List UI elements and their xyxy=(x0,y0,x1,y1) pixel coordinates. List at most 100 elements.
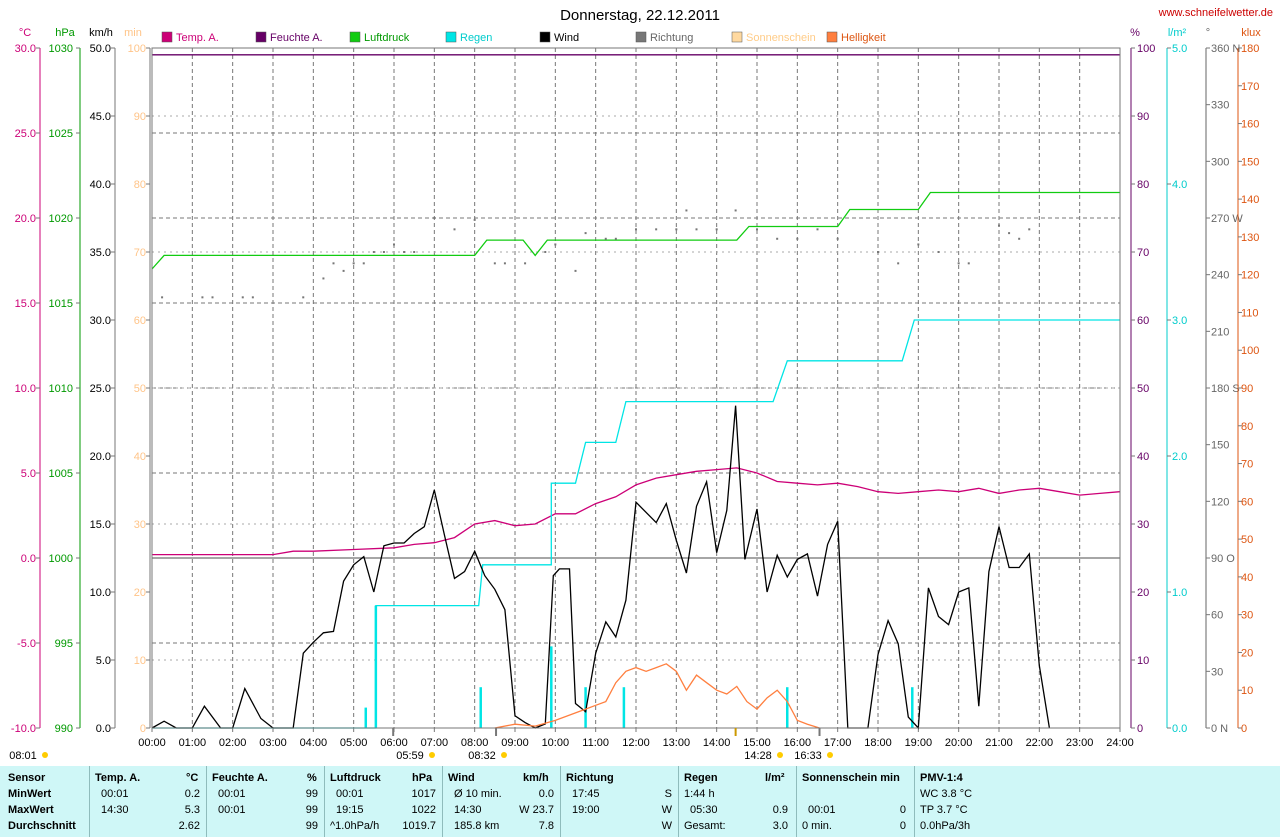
pressure-unit-label: hPa xyxy=(55,27,75,39)
wind-unit-label: km/h xyxy=(89,27,113,39)
direction-point xyxy=(957,262,960,265)
wind-tick-label: 20.0 xyxy=(90,451,111,463)
direction-point xyxy=(372,251,375,253)
rain-tick-label: 4.0 xyxy=(1172,179,1187,191)
direction-point xyxy=(503,262,506,265)
brightness-tick-label: 160 xyxy=(1241,119,1259,131)
stats-temp-time: 14:30 xyxy=(101,804,129,816)
x-tick-label: 07:00 xyxy=(421,737,449,749)
rain-tick-label: 1.0 xyxy=(1172,587,1187,599)
direction-point xyxy=(937,251,940,253)
direction-point xyxy=(655,228,658,231)
stats-pressure-value: 1019.7 xyxy=(402,820,436,832)
x-tick-label: 12:00 xyxy=(622,737,650,749)
stats-pmv-value: TP 3.7 °C xyxy=(920,804,968,816)
direction-point xyxy=(473,218,476,221)
sun-tick-label: 60 xyxy=(134,315,146,327)
marker-label: 14:28 xyxy=(744,750,772,762)
direction-tick-label: 330 xyxy=(1211,100,1229,112)
x-tick-label: 09:00 xyxy=(501,737,529,749)
brightness-tick-label: 0 xyxy=(1241,723,1247,735)
stats-row-label: MaxWert xyxy=(8,804,54,816)
pressure-tick-label: 1020 xyxy=(49,213,73,225)
legend-swatch xyxy=(731,31,743,43)
temp-tick-label: 15.0 xyxy=(15,298,36,310)
wind-tick-label: 40.0 xyxy=(90,179,111,191)
direction-point xyxy=(1028,228,1031,231)
sun-tick-label: 0 xyxy=(140,723,146,735)
x-tick-label: 21:00 xyxy=(985,737,1013,749)
temp-tick-label: -10.0 xyxy=(11,723,36,735)
stats-temp-time: 00:01 xyxy=(101,788,129,800)
stats-humidity-value: 99 xyxy=(305,820,318,832)
direction-point xyxy=(604,237,607,240)
direction-point xyxy=(544,251,547,253)
stats-header-humidity-unit: % xyxy=(307,772,317,784)
brightness-tick-label: 60 xyxy=(1241,496,1253,508)
x-tick-label: 16:00 xyxy=(784,737,812,749)
temp-unit-label: °C xyxy=(19,27,31,39)
sun-icon xyxy=(827,752,833,758)
stats-header-pmv: PMV-1:4 xyxy=(920,772,963,784)
direction-point xyxy=(635,228,637,231)
stats-header-direction: Richtung xyxy=(566,772,614,784)
stats-pressure-value: 1022 xyxy=(411,804,436,816)
legend-label: Sonnenschein xyxy=(746,32,816,44)
brightness-tick-label: 130 xyxy=(1241,232,1259,244)
stats-rain-time: 1:44 h xyxy=(684,788,715,800)
direction-point xyxy=(734,209,737,212)
x-tick-label: 23:00 xyxy=(1066,737,1094,749)
humidity-tick-label: 20 xyxy=(1137,587,1149,599)
direction-point xyxy=(584,232,587,235)
stats-pmv-value: 0.0hPa/3h xyxy=(920,820,971,832)
brightness-tick-label: 10 xyxy=(1241,685,1253,697)
temp-tick-label: 20.0 xyxy=(15,213,36,225)
x-tick-label: 05:00 xyxy=(340,737,368,749)
stats-row-min: MinWert 00:01 0.2 00:01 99 00:01 1017 Ø … xyxy=(0,788,1280,803)
stats-humidity-time: 00:01 xyxy=(218,804,246,816)
direction-unit-label: ° xyxy=(1206,27,1210,39)
sun-tick-label: 40 xyxy=(134,451,146,463)
direction-point xyxy=(715,228,718,231)
sun-tick-label: 80 xyxy=(134,179,146,191)
legend-label: Richtung xyxy=(650,32,693,44)
direction-tick-label: 240 xyxy=(1211,270,1229,282)
pressure-tick-label: 995 xyxy=(55,638,73,650)
stats-sunshine-time: 0 min. xyxy=(802,820,832,832)
time-markers: 08:01 05:59 08:32 14:28 16:33 xyxy=(9,728,833,762)
wind-tick-label: 50.0 xyxy=(90,43,111,55)
stats-header-temp-unit: °C xyxy=(186,772,199,784)
pressure-tick-label: 1005 xyxy=(49,468,73,480)
direction-point xyxy=(836,237,839,240)
humidity-tick-label: 60 xyxy=(1137,315,1149,327)
direction-point xyxy=(453,228,456,231)
grid xyxy=(152,48,1120,728)
brightness-tick-label: 50 xyxy=(1241,534,1253,546)
humidity-tick-label: 50 xyxy=(1137,383,1149,395)
direction-tick-label: 150 xyxy=(1211,440,1229,452)
stats-wind-time: 14:30 xyxy=(454,804,482,816)
pressure-tick-label: 1000 xyxy=(49,553,73,565)
stats-header-wind: Wind xyxy=(448,772,475,784)
series xyxy=(151,54,1121,730)
wind-tick-label: 25.0 xyxy=(90,383,111,395)
legend: Temp. A. Feuchte A. Luftdruck Regen Wind Rich… xyxy=(161,31,886,44)
brightness-tick-label: 150 xyxy=(1241,156,1259,168)
x-tick-label: 19:00 xyxy=(905,737,933,749)
temp-tick-label: -5.0 xyxy=(17,638,36,650)
direction-point xyxy=(322,277,325,280)
legend-swatch xyxy=(349,31,361,43)
stats-header-pressure: Luftdruck xyxy=(330,772,381,784)
humidity-tick-label: 70 xyxy=(1137,247,1149,259)
wind-tick-label: 15.0 xyxy=(90,519,111,531)
stats-header-pressure-unit: hPa xyxy=(412,772,433,784)
rain-tick-label: 3.0 xyxy=(1172,315,1187,327)
brightness-tick-label: 120 xyxy=(1241,270,1259,282)
humidity-tick-label: 100 xyxy=(1137,43,1155,55)
website-link[interactable]: www.schneifelwetter.de xyxy=(1158,7,1273,19)
stats-wind-value: W 23.7 xyxy=(519,804,554,816)
sun-tick-label: 30 xyxy=(134,519,146,531)
stats-sunshine-value: 0 xyxy=(899,804,906,816)
legend-label: Luftdruck xyxy=(364,32,410,44)
x-tick-label: 01:00 xyxy=(179,737,207,749)
